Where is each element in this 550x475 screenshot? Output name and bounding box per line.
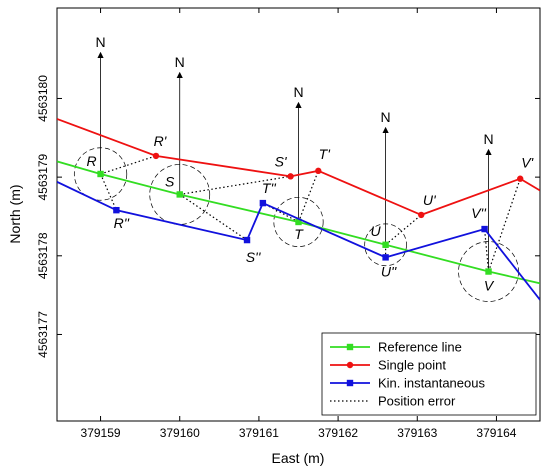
x-tick-label: 379161 <box>239 426 279 440</box>
y-tick-label: 4563178 <box>36 232 50 279</box>
north-label: N <box>293 84 303 100</box>
marker-single <box>287 173 294 180</box>
marker-kin <box>113 206 120 214</box>
marker-kin <box>382 254 389 261</box>
marker-reference <box>382 241 389 248</box>
y-tick-label: 4563180 <box>36 75 50 122</box>
x-tick-label: 379162 <box>318 426 358 440</box>
legend: Reference line Single point Kin. instantan… <box>321 332 537 416</box>
point-label-kin: R'' <box>114 215 131 231</box>
marker-reference <box>97 170 104 178</box>
error-line-kin <box>99 173 117 211</box>
point-label-ref: R <box>86 153 96 169</box>
point-label-kin: T'' <box>262 180 277 196</box>
marker-reference <box>295 218 302 226</box>
point-label-ref: U <box>371 223 382 239</box>
legend-label-single: Single point <box>378 358 446 373</box>
angle-circle <box>73 147 128 201</box>
error-line-single <box>487 178 521 272</box>
point-label-single: R' <box>154 133 168 149</box>
marker-reference <box>176 191 183 198</box>
y-axis-label: North (m) <box>7 184 23 243</box>
legend-marker-kin <box>346 379 354 387</box>
x-tick-label: 379164 <box>476 426 516 440</box>
legend-marker-reference <box>346 343 354 351</box>
error-line-kin <box>262 202 299 223</box>
axis-layer: 379159 379160 379161 379162 379163 379164 4563… <box>36 8 540 440</box>
north-label: N <box>175 54 185 70</box>
north-label: N <box>381 109 391 125</box>
x-axis-label: East (m) <box>272 450 325 466</box>
marker-single <box>152 152 160 160</box>
plot-layer: N N N N N R R' R'' S S' S'' T T' T'' U U' U'' V V' V'' <box>57 34 540 302</box>
point-label-kin: S'' <box>246 249 262 265</box>
north-label: N <box>483 131 493 147</box>
error-line-single <box>297 170 319 223</box>
marker-kin <box>259 199 267 207</box>
error-line-kin <box>179 193 248 241</box>
x-tick-label: 379159 <box>81 426 121 440</box>
x-tick-label: 379163 <box>397 426 437 440</box>
marker-single <box>315 167 322 175</box>
angle-circle <box>149 164 211 225</box>
y-tick-label: 4563177 <box>36 311 50 358</box>
point-label-single: V' <box>521 155 534 171</box>
point-label-single: T' <box>319 146 332 162</box>
angle-circle <box>273 196 324 247</box>
point-label-kin: U'' <box>381 263 398 279</box>
legend-label-error: Position error <box>378 394 456 409</box>
error-line-single <box>179 175 291 196</box>
angle-circle <box>364 223 407 267</box>
point-label-ref: S <box>165 173 175 189</box>
point-label-ref: V <box>484 278 495 294</box>
marker-single <box>418 211 425 219</box>
north-label: N <box>95 34 105 50</box>
point-label-single: U' <box>423 192 437 208</box>
marker-single <box>517 175 524 182</box>
marker-kin <box>481 225 488 233</box>
point-label-ref: T <box>294 226 304 242</box>
point-label-kin: V'' <box>471 205 487 221</box>
y-tick-label: 4563179 <box>36 153 50 200</box>
x-tick-label: 379160 <box>160 426 200 440</box>
legend-label-kin: Kin. instantaneous <box>378 376 485 391</box>
legend-label-reference: Reference line <box>378 340 462 355</box>
marker-kin <box>243 236 251 244</box>
legend-marker-single <box>346 361 354 369</box>
marker-reference <box>485 268 492 275</box>
point-label-single: S' <box>275 153 288 169</box>
error-line-kin <box>483 228 490 272</box>
error-line-single <box>100 155 157 175</box>
